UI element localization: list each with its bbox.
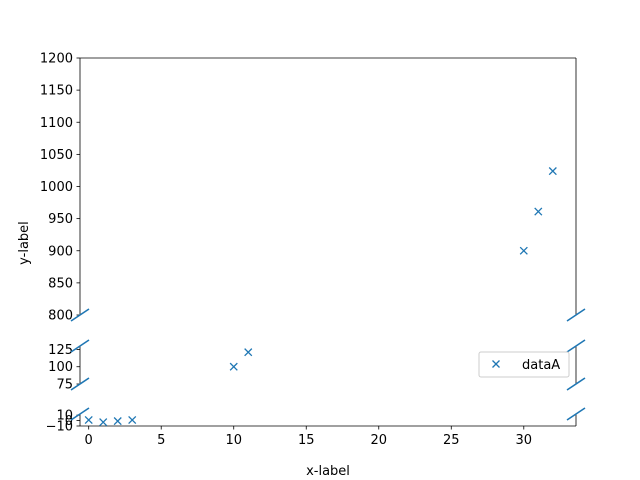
y-tick-label: 75 bbox=[56, 378, 73, 393]
data-point-stroke bbox=[128, 415, 137, 425]
x-tick-label: 30 bbox=[516, 433, 533, 448]
y-tick-label: 100 bbox=[48, 360, 73, 375]
axis-break-mark bbox=[566, 407, 586, 421]
x-tick-label: 20 bbox=[370, 433, 387, 448]
x-axis-label: x-label bbox=[306, 464, 350, 479]
data-point bbox=[229, 362, 238, 371]
panels-layer: 800 850 900 950 1000 1050 1100 1150 1200 75 100 125… bbox=[40, 52, 586, 435]
x-tick-label: 5 bbox=[157, 433, 165, 448]
x-tick-label: 10 bbox=[225, 433, 242, 448]
data-point bbox=[519, 246, 528, 255]
y-tick-label: 0 bbox=[65, 414, 73, 429]
data-point bbox=[534, 207, 543, 216]
y-tick-label: 850 bbox=[48, 276, 73, 291]
y-tick-label: 125 bbox=[48, 343, 73, 358]
y-axis-label: y-label bbox=[17, 221, 32, 265]
y-tick-label: 1200 bbox=[40, 52, 73, 67]
data-point bbox=[128, 415, 137, 425]
data-point-stroke bbox=[244, 348, 253, 357]
legend-box bbox=[478, 351, 570, 378]
y-tick-label: 10 bbox=[56, 409, 73, 424]
y-tick-label: 800 bbox=[48, 309, 73, 324]
data-point bbox=[84, 415, 93, 425]
data-point bbox=[99, 418, 108, 427]
data-point-stroke bbox=[113, 417, 122, 426]
data-point-stroke bbox=[84, 415, 93, 425]
axis-break-mark bbox=[70, 339, 90, 353]
data-point-stroke bbox=[534, 207, 543, 216]
axis-break-mark bbox=[70, 407, 90, 421]
y-tick-label: 1150 bbox=[40, 84, 73, 99]
y-tick-label: 1000 bbox=[40, 180, 73, 195]
data-point bbox=[244, 348, 253, 357]
x-tick-label: 0 bbox=[85, 433, 93, 448]
legend: dataA bbox=[478, 351, 570, 378]
y-tick-label: 1050 bbox=[40, 148, 73, 163]
x-axis: 0 5 10 15 20 25 30 bbox=[85, 426, 533, 448]
axis-break-mark bbox=[566, 377, 586, 391]
legend-label: dataA bbox=[522, 358, 560, 373]
y-tick-label: 900 bbox=[48, 244, 73, 259]
data-point-stroke bbox=[99, 418, 108, 427]
y-tick-label: −10 bbox=[46, 420, 73, 435]
data-point-stroke bbox=[229, 362, 238, 371]
data-point bbox=[548, 167, 557, 176]
axis-break-mark bbox=[566, 339, 586, 353]
data-point-stroke bbox=[548, 167, 557, 176]
data-point-stroke bbox=[519, 246, 528, 255]
marks-layer bbox=[84, 167, 557, 427]
y-tick-label: 1100 bbox=[40, 116, 73, 131]
axis-break-mark bbox=[70, 377, 90, 391]
axis-break-mark bbox=[70, 308, 90, 322]
y-tick-label: 950 bbox=[48, 212, 73, 227]
x-tick-label: 15 bbox=[298, 433, 315, 448]
axis-break-mark bbox=[566, 308, 586, 322]
x-tick-label: 25 bbox=[443, 433, 460, 448]
legend-marker bbox=[492, 360, 500, 368]
data-point bbox=[113, 417, 122, 426]
